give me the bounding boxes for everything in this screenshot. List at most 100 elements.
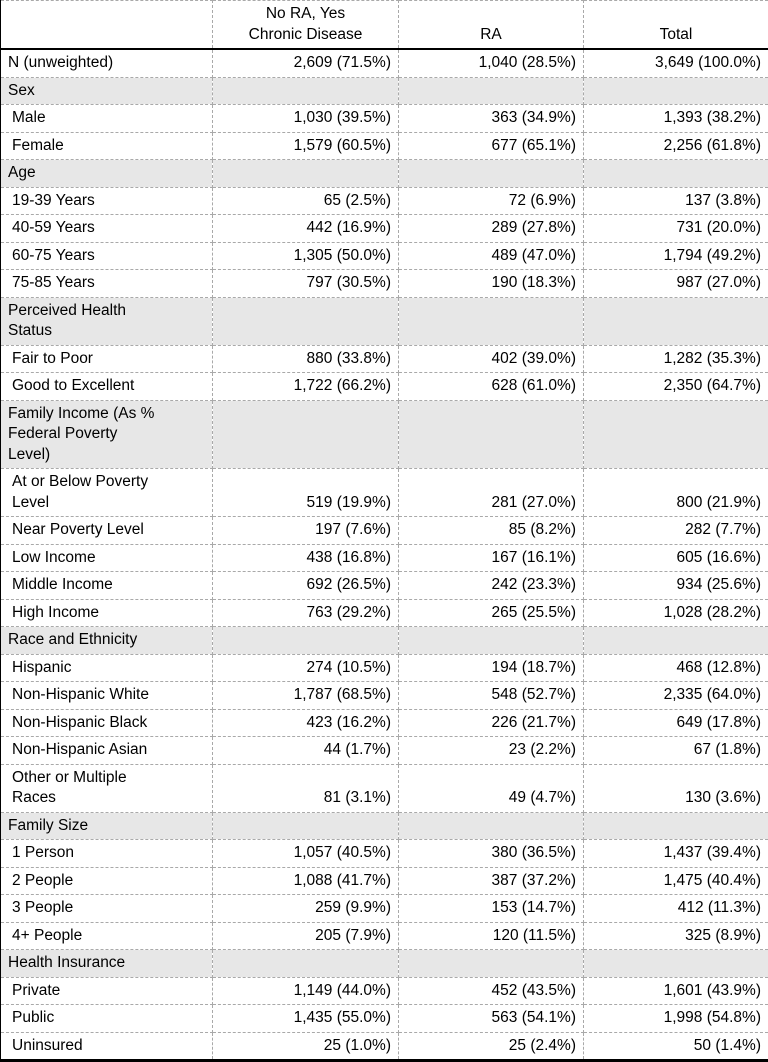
row-label: Non-Hispanic Asian	[1, 737, 213, 765]
cell-value: 880 (33.8%)	[213, 345, 399, 373]
cell-value	[584, 400, 768, 469]
cell-value: 130 (3.6%)	[584, 764, 768, 812]
cell-value: 692 (26.5%)	[213, 572, 399, 600]
row-label: 40-59 Years	[1, 215, 213, 243]
cell-value: 1,057 (40.5%)	[213, 840, 399, 868]
cell-value: 49 (4.7%)	[399, 764, 584, 812]
row-label: Non-Hispanic White	[1, 682, 213, 710]
cell-value: 987 (27.0%)	[584, 270, 768, 298]
table-row: N (unweighted)2,609 (71.5%)1,040 (28.5%)…	[1, 49, 768, 77]
cell-value: 1,475 (40.4%)	[584, 867, 768, 895]
column-header-total: Total	[584, 1, 768, 50]
cell-value: 2,609 (71.5%)	[213, 49, 399, 77]
cell-value: 44 (1.7%)	[213, 737, 399, 765]
cell-value: 1,088 (41.7%)	[213, 867, 399, 895]
cell-value: 1,435 (55.0%)	[213, 1005, 399, 1033]
cell-value: 1,030 (39.5%)	[213, 105, 399, 133]
cell-value: 281 (27.0%)	[399, 469, 584, 517]
section-row: Race and Ethnicity	[1, 627, 768, 655]
cell-value	[399, 77, 584, 105]
cell-value: 1,305 (50.0%)	[213, 242, 399, 270]
cell-value: 438 (16.8%)	[213, 544, 399, 572]
column-header-blank	[1, 1, 213, 50]
section-label: Family Size	[1, 812, 213, 840]
row-label: Private	[1, 977, 213, 1005]
cell-value: 205 (7.9%)	[213, 922, 399, 950]
section-row: Perceived Health Status	[1, 297, 768, 345]
row-label: Middle Income	[1, 572, 213, 600]
cell-value: 380 (36.5%)	[399, 840, 584, 868]
cell-value: 1,722 (66.2%)	[213, 373, 399, 401]
section-row: Family Income (As % Federal Poverty Leve…	[1, 400, 768, 469]
cell-value	[399, 400, 584, 469]
cell-value: 153 (14.7%)	[399, 895, 584, 923]
cell-value: 194 (18.7%)	[399, 654, 584, 682]
header-row: No RA, Yes Chronic Disease RA Total	[1, 1, 768, 50]
section-label: Sex	[1, 77, 213, 105]
cell-value: 2,335 (64.0%)	[584, 682, 768, 710]
cell-value	[213, 77, 399, 105]
cell-value: 25 (2.4%)	[399, 1032, 584, 1061]
cell-value: 1,794 (49.2%)	[584, 242, 768, 270]
cell-value: 1,028 (28.2%)	[584, 599, 768, 627]
cell-value: 167 (16.1%)	[399, 544, 584, 572]
row-label: 19-39 Years	[1, 187, 213, 215]
cell-value	[584, 160, 768, 188]
cell-value: 519 (19.9%)	[213, 469, 399, 517]
cell-value: 72 (6.9%)	[399, 187, 584, 215]
cell-value: 1,437 (39.4%)	[584, 840, 768, 868]
row-label: Female	[1, 132, 213, 160]
cell-value: 934 (25.6%)	[584, 572, 768, 600]
cell-value: 282 (7.7%)	[584, 517, 768, 545]
cell-value: 1,579 (60.5%)	[213, 132, 399, 160]
row-label: N (unweighted)	[1, 49, 213, 77]
row-label: 4+ People	[1, 922, 213, 950]
section-row: Family Size	[1, 812, 768, 840]
section-row: Health Insurance	[1, 950, 768, 978]
cell-value	[213, 812, 399, 840]
cell-value: 197 (7.6%)	[213, 517, 399, 545]
cell-value: 1,282 (35.3%)	[584, 345, 768, 373]
cell-value	[584, 950, 768, 978]
cell-value: 628 (61.0%)	[399, 373, 584, 401]
cell-value: 23 (2.2%)	[399, 737, 584, 765]
cell-value: 274 (10.5%)	[213, 654, 399, 682]
cell-value: 190 (18.3%)	[399, 270, 584, 298]
cell-value: 563 (54.1%)	[399, 1005, 584, 1033]
cell-value: 1,601 (43.9%)	[584, 977, 768, 1005]
cell-value: 763 (29.2%)	[213, 599, 399, 627]
table-body: N (unweighted)2,609 (71.5%)1,040 (28.5%)…	[1, 49, 768, 1061]
row-label: Fair to Poor	[1, 345, 213, 373]
cell-value: 731 (20.0%)	[584, 215, 768, 243]
cell-value: 1,149 (44.0%)	[213, 977, 399, 1005]
cell-value: 67 (1.8%)	[584, 737, 768, 765]
cell-value: 259 (9.9%)	[213, 895, 399, 923]
cell-value: 50 (1.4%)	[584, 1032, 768, 1061]
row-label: At or Below Poverty Level	[1, 469, 213, 517]
cell-value: 289 (27.8%)	[399, 215, 584, 243]
cell-value	[213, 950, 399, 978]
cell-value: 800 (21.9%)	[584, 469, 768, 517]
cell-value: 325 (8.9%)	[584, 922, 768, 950]
cell-value: 677 (65.1%)	[399, 132, 584, 160]
cell-value: 265 (25.5%)	[399, 599, 584, 627]
cell-value: 85 (8.2%)	[399, 517, 584, 545]
cell-value: 387 (37.2%)	[399, 867, 584, 895]
row-label: Other or Multiple Races	[1, 764, 213, 812]
